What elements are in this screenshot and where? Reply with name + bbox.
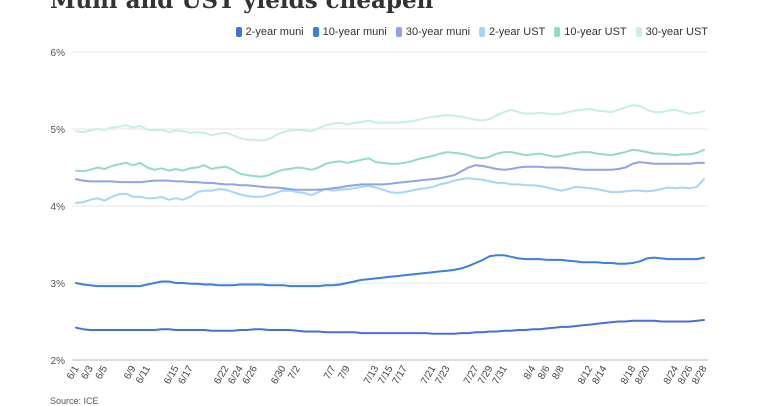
x-tick-label: 6/17 [177, 364, 196, 387]
x-tick-label: 6/5 [94, 364, 111, 382]
y-tick-label: 5% [51, 125, 66, 136]
series-line-2-year-ust [75, 177, 705, 204]
y-tick-label: 4% [51, 202, 66, 213]
legend-item: 2-year muni [235, 26, 304, 38]
legend-swatch [635, 27, 642, 37]
legend-swatch [312, 27, 319, 37]
source-note: Source: ICE [50, 396, 99, 406]
x-tick-label: 8/8 [550, 364, 567, 382]
y-tick-label: 2% [51, 356, 66, 367]
x-tick-label: 6/3 [79, 364, 96, 382]
series-line-10-year-muni [75, 254, 705, 288]
x-tick-label: 8/14 [590, 364, 609, 387]
legend-label: 2-year muni [245, 26, 304, 38]
legend-item: 2-year UST [479, 26, 545, 38]
legend-label: 30-year UST [645, 26, 708, 38]
legend-item: 10-year UST [554, 26, 627, 38]
chart-title: Muni and UST yields cheapen [50, 0, 434, 14]
x-tick-label: 7/7 [322, 364, 339, 382]
legend-label: 2-year UST [489, 26, 546, 38]
x-tick-label: 6/1 [65, 364, 82, 382]
legend-item: 30-year muni [395, 26, 471, 38]
legend-swatch [235, 27, 242, 37]
x-tick-label: 8/6 [536, 364, 553, 382]
legend-item: 30-year UST [635, 26, 708, 38]
legend-swatch [554, 27, 561, 37]
legend-label: 30-year muni [405, 26, 471, 38]
y-tick-label: 6% [51, 48, 66, 59]
x-tick-label: 7/23 [433, 364, 452, 387]
x-tick-label: 6/11 [134, 364, 153, 386]
x-tick-label: 7/9 [336, 364, 353, 382]
x-tick-label: 8/20 [633, 364, 652, 387]
legend-swatch [479, 27, 486, 37]
series-line-30-year-muni [75, 161, 705, 191]
legend-label: 10-year UST [564, 26, 627, 38]
series-line-2-year-muni [75, 319, 705, 335]
x-tick-label: 7/31 [491, 364, 510, 387]
chart-legend: 2-year muni 10-year muni 30-year muni 2-yea… [235, 26, 708, 38]
x-tick-label: 6/26 [241, 364, 260, 387]
legend-label: 10-year muni [322, 26, 387, 38]
x-tick-label: 7/17 [391, 364, 410, 387]
legend-item: 10-year muni [312, 26, 387, 38]
legend-swatch [395, 27, 402, 37]
series-line-30-year-ust [75, 104, 705, 142]
x-tick-label: 8/28 [690, 364, 709, 387]
y-tick-label: 3% [51, 279, 66, 290]
x-tick-label: 8/4 [522, 364, 539, 382]
series-line-10-year-ust [75, 148, 705, 178]
x-tick-label: 7/2 [286, 364, 303, 382]
